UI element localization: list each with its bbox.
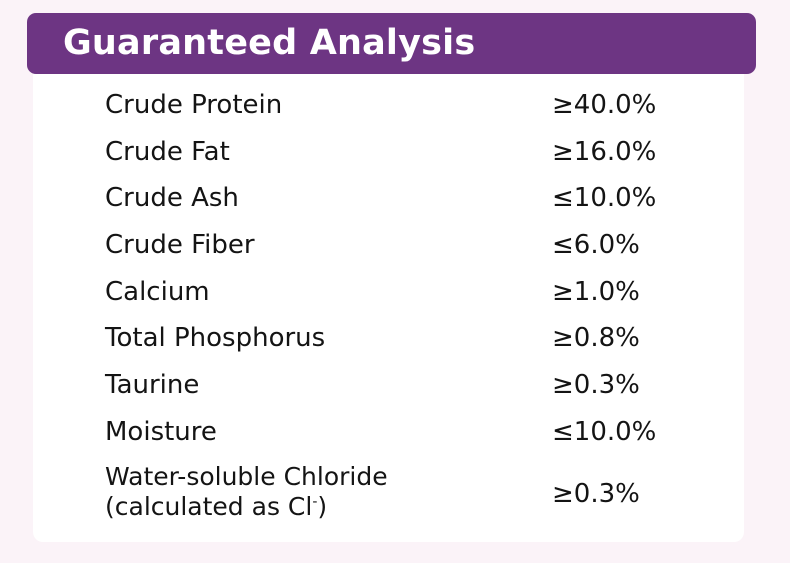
nutrient-value: ≥1.0% bbox=[552, 277, 640, 307]
table-row: Calcium ≥1.0% bbox=[0, 272, 790, 312]
nutrient-name: Crude Fiber bbox=[105, 230, 255, 260]
nutrient-value: ≥40.0% bbox=[552, 90, 657, 120]
nutrient-value: ≤6.0% bbox=[552, 230, 640, 260]
nutrient-value: ≥0.3% bbox=[552, 370, 640, 400]
nutrient-name: Crude Protein bbox=[105, 90, 283, 120]
nutrient-name: Moisture bbox=[105, 417, 217, 447]
chloride-superscript: - bbox=[312, 494, 318, 510]
table-row: Water-soluble Chloride (calculated as Cl-… bbox=[0, 462, 790, 526]
nutrient-name: Crude Ash bbox=[105, 183, 239, 213]
table-row: Crude Protein ≥40.0% bbox=[0, 85, 790, 125]
page-title: Guaranteed Analysis bbox=[63, 23, 476, 63]
header-banner: Guaranteed Analysis bbox=[27, 13, 756, 74]
nutrient-name-line1: Water-soluble Chloride bbox=[105, 462, 388, 491]
table-row: Total Phosphorus ≥0.8% bbox=[0, 318, 790, 358]
nutrient-value: ≥16.0% bbox=[552, 137, 657, 167]
nutrient-name: Water-soluble Chloride (calculated as Cl-… bbox=[105, 462, 388, 522]
table-row: Crude Ash ≤10.0% bbox=[0, 178, 790, 218]
nutrient-name: Calcium bbox=[105, 277, 210, 307]
nutrient-value: ≥0.8% bbox=[552, 323, 640, 353]
table-row: Crude Fat ≥16.0% bbox=[0, 132, 790, 172]
nutrient-name: Total Phosphorus bbox=[105, 323, 326, 353]
nutrient-value: ≤10.0% bbox=[552, 183, 657, 213]
table-row: Taurine ≥0.3% bbox=[0, 365, 790, 405]
nutrient-value: ≤10.0% bbox=[552, 417, 657, 447]
nutrient-name-line2: (calculated as Cl bbox=[105, 492, 313, 521]
table-row: Moisture ≤10.0% bbox=[0, 412, 790, 452]
analysis-card bbox=[33, 36, 744, 542]
nutrient-name-line2-suffix: ) bbox=[317, 492, 328, 521]
table-row: Crude Fiber ≤6.0% bbox=[0, 225, 790, 265]
nutrient-name: Taurine bbox=[105, 370, 200, 400]
nutrient-name: Crude Fat bbox=[105, 137, 230, 167]
nutrient-value: ≥0.3% bbox=[552, 479, 640, 509]
